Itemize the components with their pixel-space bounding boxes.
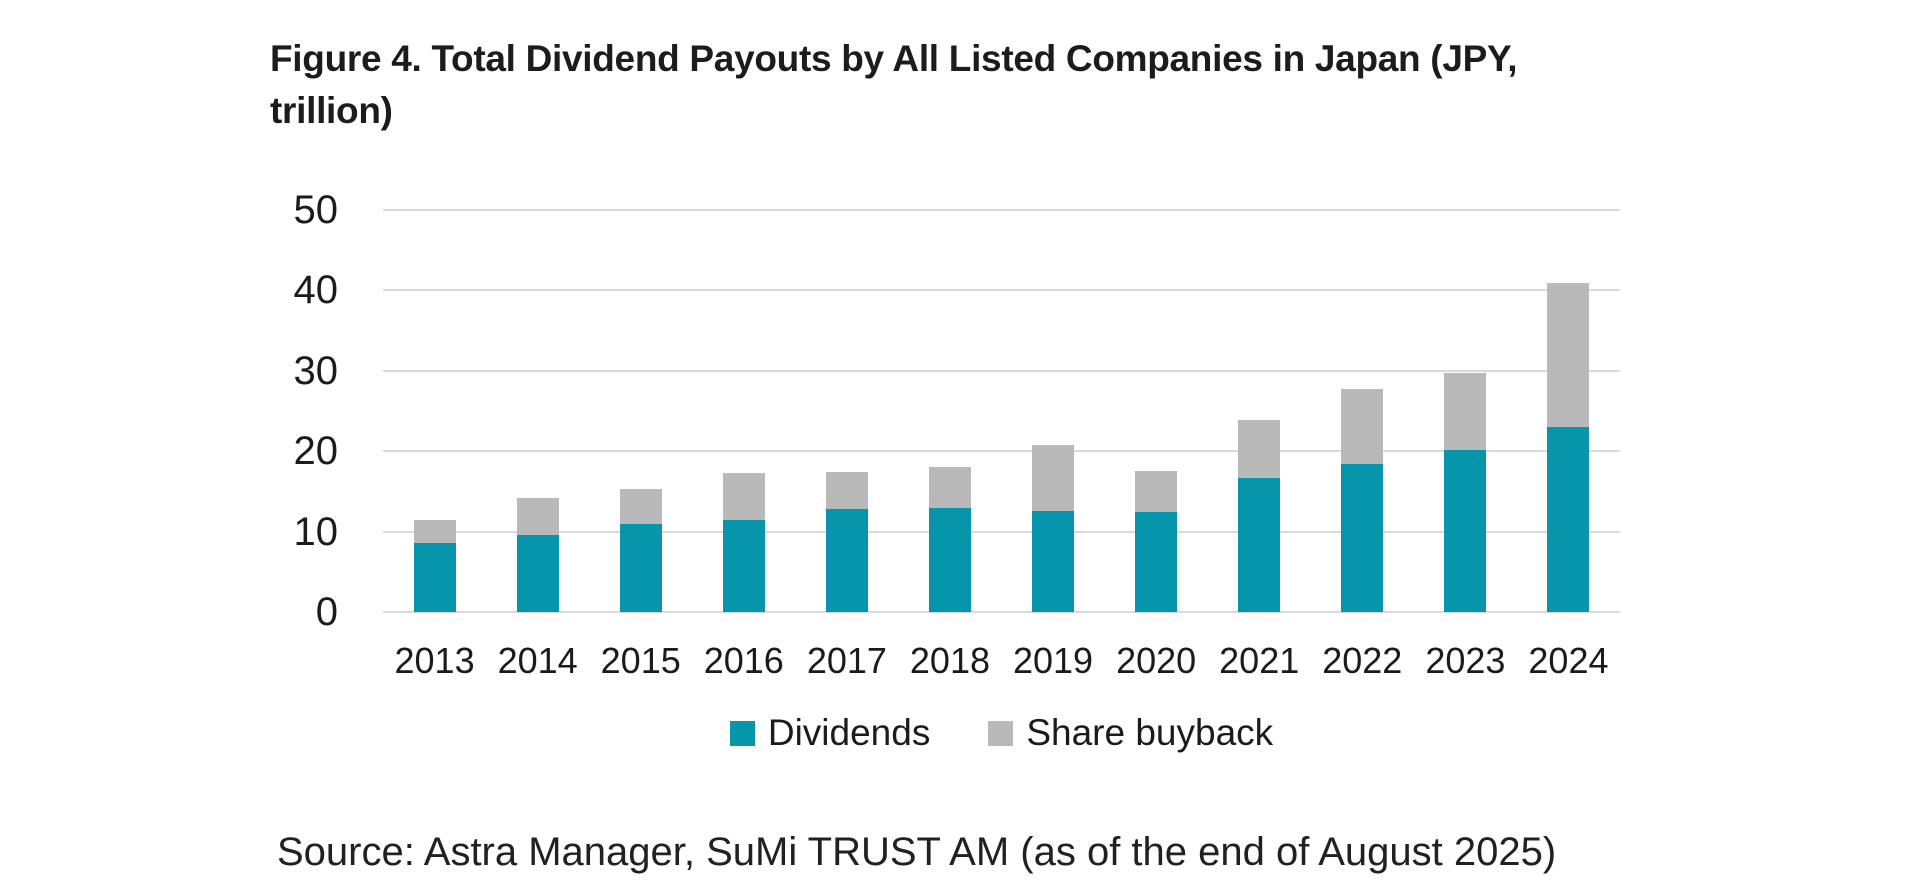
x-tick-label-2019: 2019	[1012, 640, 1094, 681]
figure-title: Figure 4. Total Dividend Payouts by All …	[270, 33, 1520, 137]
y-tick-label-0: 0	[315, 590, 338, 634]
dividends-segment-2021	[1238, 477, 1281, 612]
dividends-swatch-icon	[729, 720, 755, 746]
x-tick-label-2015: 2015	[600, 640, 681, 681]
share-buyback-segment-2022	[1341, 388, 1384, 465]
y-tick-label-20: 20	[293, 429, 339, 474]
share-buyback-segment-2023	[1444, 373, 1487, 450]
x-tick-label-2013: 2013	[394, 640, 475, 681]
share-buyback-segment-2019	[1032, 444, 1075, 511]
bar-group-2023	[1444, 373, 1487, 612]
gridline-30	[383, 369, 1620, 372]
x-tick-label-2022: 2022	[1322, 640, 1403, 681]
gridline-40	[383, 289, 1620, 292]
x-tick-label-2023: 2023	[1425, 640, 1506, 681]
share-buyback-swatch-icon	[988, 720, 1014, 746]
dividends-segment-2020	[1135, 512, 1178, 612]
x-tick-label-2024: 2024	[1528, 640, 1609, 681]
x-tick-label-2018: 2018	[909, 640, 990, 681]
share-buyback-segment-2013	[413, 520, 456, 543]
dividends-segment-2015	[619, 523, 662, 612]
gridline-0	[383, 611, 1620, 613]
share-buyback-segment-2017	[825, 472, 868, 510]
legend-item-share-buyback: Share buyback	[988, 712, 1273, 754]
x-tick-label-2017: 2017	[806, 640, 887, 681]
plot-area	[383, 209, 1620, 613]
gridline-50	[383, 209, 1620, 211]
bar-group-2016	[722, 472, 765, 612]
share-buyback-segment-2015	[619, 489, 662, 524]
bar-group-2021	[1238, 419, 1281, 612]
legend-label-share-buyback: Share buyback	[1026, 712, 1274, 753]
bar-group-2019	[1032, 444, 1075, 612]
x-tick-label-2016: 2016	[703, 640, 784, 681]
x-tick-label-2014: 2014	[497, 640, 578, 681]
share-buyback-segment-2020	[1135, 471, 1178, 513]
share-buyback-segment-2021	[1238, 419, 1281, 478]
dividends-segment-2019	[1032, 510, 1075, 612]
share-buyback-segment-2018	[928, 466, 971, 509]
dividends-segment-2014	[516, 534, 559, 612]
dividends-segment-2013	[413, 542, 456, 612]
figure-title-line1: Figure 4. Total Dividend Payouts by All …	[270, 38, 1518, 79]
dividends-segment-2017	[825, 509, 868, 612]
dividends-segment-2024	[1547, 427, 1590, 612]
x-tick-label-2021: 2021	[1219, 640, 1300, 681]
gridline-10	[383, 530, 1620, 533]
share-buyback-segment-2016	[722, 472, 765, 520]
dividends-segment-2016	[722, 519, 765, 612]
bar-group-2024	[1547, 283, 1590, 612]
legend: Dividends Share buyback	[383, 712, 1620, 754]
dividends-segment-2018	[928, 508, 971, 612]
y-tick-label-30: 30	[293, 348, 339, 393]
y-tick-label-40: 40	[293, 268, 339, 313]
y-tick-label-50: 50	[293, 188, 339, 232]
gridline-20	[383, 450, 1620, 453]
share-buyback-segment-2014	[516, 497, 559, 535]
bar-group-2018	[928, 466, 971, 612]
y-tick-label-10: 10	[293, 509, 339, 554]
legend-label-dividends: Dividends	[767, 712, 931, 753]
bar-group-2015	[619, 489, 662, 612]
bar-group-2022	[1341, 388, 1384, 612]
dividends-segment-2023	[1444, 449, 1487, 612]
bar-group-2013	[413, 520, 456, 612]
figure-title-line2: trillion)	[270, 90, 393, 131]
dividends-segment-2022	[1341, 464, 1384, 612]
x-tick-label-2020: 2020	[1116, 640, 1197, 681]
bar-group-2017	[825, 472, 868, 612]
share-buyback-segment-2024	[1547, 283, 1590, 428]
bar-group-2020	[1135, 471, 1178, 612]
x-axis-labels: 2013 2014 2015 2016 2017 2018 2019 2020 2021 2022…	[383, 638, 1620, 688]
bar-group-2014	[516, 497, 559, 612]
source-note: Source: Astra Manager, SuMi TRUST AM (as…	[277, 830, 1557, 874]
legend-item-dividends: Dividends	[729, 712, 931, 754]
